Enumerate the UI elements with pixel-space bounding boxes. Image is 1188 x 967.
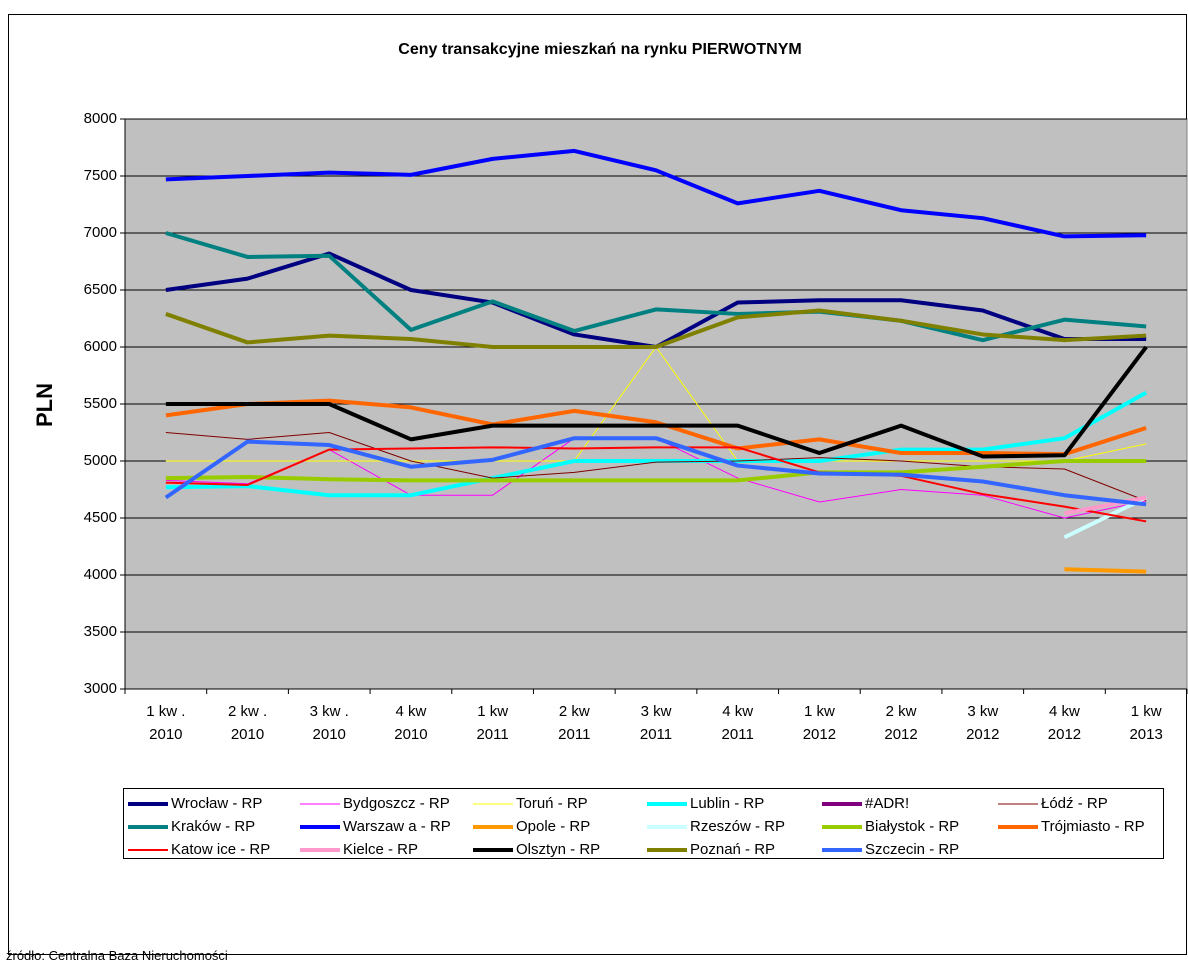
x-tick-label: 1 kw 2011 (476, 703, 509, 743)
legend-label: Toruń - RP (516, 795, 588, 812)
legend-label: Lublin - RP (690, 795, 764, 812)
legend-label: Warszaw a - RP (343, 818, 451, 835)
legend-label: #ADR! (865, 795, 909, 812)
y-tick-label: 7500 (84, 167, 117, 184)
y-axis-label: PLN (32, 383, 57, 427)
x-tick-label: 3 kw . 2010 (309, 703, 349, 743)
legend-label: Białystok - RP (865, 818, 959, 835)
x-tick-label: 1 kw 2013 (1129, 703, 1163, 743)
y-tick-label: 4000 (84, 566, 117, 583)
series-line (165, 148, 1147, 239)
x-tick-label: 2 kw 2011 (558, 703, 591, 743)
x-tick-label: 2 kw . 2010 (227, 703, 268, 743)
x-tick-label: 4 kw 2012 (1047, 703, 1082, 743)
y-tick-label: 8000 (84, 110, 117, 127)
y-tick-label: 6000 (84, 338, 117, 355)
legend-label: Łódź - RP (1041, 795, 1108, 812)
y-tick-label: 5000 (84, 452, 117, 469)
series-line (165, 308, 1147, 349)
y-tick-label: 6500 (84, 281, 117, 298)
x-tick-label: 3 kw 2011 (639, 703, 673, 743)
legend-label: Katow ice - RP (171, 841, 270, 858)
x-tick-label: 1 kw 2012 (802, 703, 837, 743)
series-line (165, 398, 1147, 457)
series-line (1064, 567, 1147, 574)
legend-label: Opole - RP (516, 818, 590, 835)
legend-label: Olsztyn - RP (516, 841, 600, 858)
x-tick-label: 2 kw 2012 (884, 703, 918, 743)
x-tick-label: 4 kw 2010 (394, 703, 428, 743)
legend-label: Poznań - RP (690, 841, 775, 858)
source-note: źródło: Centralna Baza Nieruchomości (6, 948, 228, 963)
chart-title: Ceny transakcyjne mieszkań na rynku PIER… (398, 41, 801, 58)
legend-label: Kraków - RP (171, 818, 255, 835)
x-tick-label: 1 kw . 2010 (146, 703, 186, 743)
y-tick-label: 5500 (84, 395, 117, 412)
series-line (165, 446, 1147, 523)
legend-label: Trójmiasto - RP (1041, 818, 1145, 835)
legend-label: Kielce - RP (343, 841, 418, 858)
series-line (165, 231, 1147, 343)
legend-label: Bydgoszcz - RP (343, 795, 450, 812)
series-line (164, 436, 1147, 507)
series-line (165, 459, 1147, 483)
series-line (165, 345, 1148, 459)
y-tick-label: 7000 (84, 224, 117, 241)
y-tick-label: 4500 (84, 509, 117, 526)
y-tick-label: 3000 (84, 680, 117, 697)
series-line (1064, 495, 1147, 516)
series-line (165, 390, 1148, 498)
x-tick-label: 4 kw 2011 (721, 703, 754, 743)
legend-box (123, 788, 1164, 859)
x-tick-label: 3 kw 2012 (966, 703, 1000, 743)
y-tick-label: 3500 (84, 623, 117, 640)
legend-label: Rzeszów - RP (690, 818, 785, 835)
legend-label: Wrocław - RP (171, 795, 262, 812)
legend-label: Szczecin - RP (865, 841, 959, 858)
